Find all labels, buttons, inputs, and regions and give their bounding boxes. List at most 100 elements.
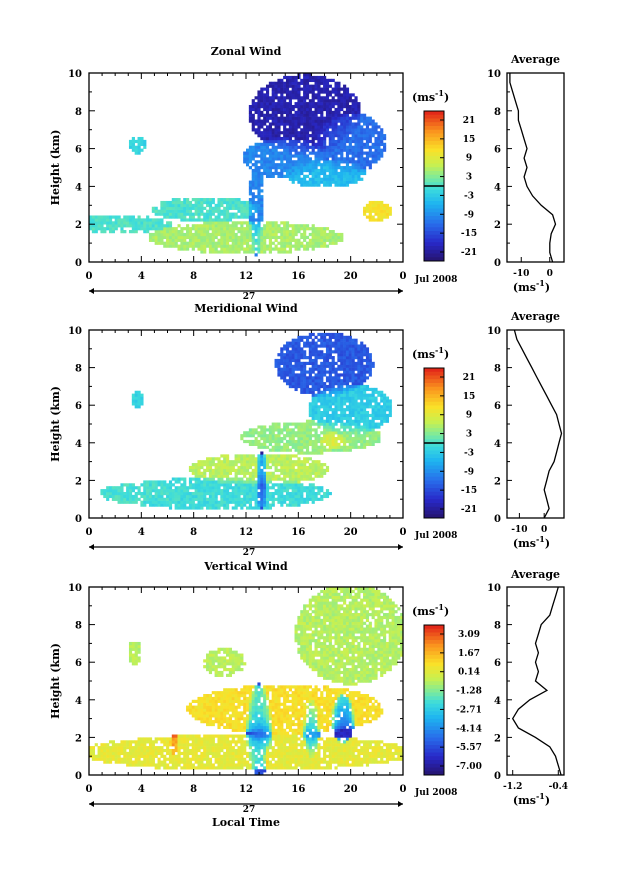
heatmap-cell: [243, 206, 247, 210]
heatmap-cell: [89, 218, 93, 222]
heatmap-cell: [226, 483, 230, 487]
heatmap-cell: [334, 238, 338, 242]
heatmap-cell: [314, 494, 318, 499]
heatmap-cell: [277, 151, 281, 155]
heatmap-cell: [260, 203, 264, 208]
heatmap-cell: [340, 335, 344, 339]
heatmap-cell: [226, 241, 230, 245]
heatmap-cell: [277, 136, 281, 141]
heatmap-cell: [254, 503, 258, 507]
heatmap-cell: [200, 232, 204, 237]
heatmap-cell: [234, 244, 238, 248]
heatmap-cell: [314, 154, 318, 158]
heatmap-cell: [265, 107, 270, 112]
heatmap-cell: [154, 480, 158, 484]
heatmap-cell: [183, 212, 187, 216]
heatmap-cell: [303, 437, 307, 441]
heatmap-cell: [363, 445, 367, 449]
heatmap-cell: [254, 180, 258, 184]
heatmap-cell: [263, 250, 267, 254]
heatmap-cell: [148, 480, 153, 484]
heatmap-cell: [314, 96, 318, 100]
heatmap-cell: [314, 350, 318, 354]
heatmap-cell: [360, 116, 364, 120]
heatmap-cell: [280, 102, 284, 106]
heatmap-cell: [217, 250, 221, 254]
heatmap-cell: [285, 344, 290, 348]
heatmap-cell: [120, 486, 124, 490]
heatmap-cell: [343, 445, 347, 449]
heatmap-cell: [294, 500, 298, 504]
heatmap-cell: [265, 460, 270, 464]
heatmap-cell: [263, 104, 267, 109]
heatmap-cell: [100, 748, 104, 753]
heatmap-cell: [380, 128, 384, 132]
heatmap-cell: [214, 500, 218, 504]
heatmap-cell: [260, 99, 264, 103]
heatmap-cell: [254, 491, 258, 496]
heatmap-cell: [160, 203, 164, 208]
heatmap-cell: [331, 116, 335, 120]
profile-x-label: (ms-1): [513, 278, 550, 294]
heatmap-cell: [254, 457, 258, 461]
heatmap-cell: [194, 503, 198, 507]
heatmap-cell: [188, 503, 193, 507]
heatmap-cell: [331, 382, 335, 386]
heatmap-cell: [180, 491, 184, 496]
heatmap-cell: [117, 500, 121, 504]
heatmap-cell: [363, 405, 367, 409]
heatmap-cell: [163, 241, 167, 245]
heatmap-cell: [383, 145, 387, 149]
heatmap-cell: [217, 230, 221, 234]
heatmap-cell: [265, 90, 270, 94]
heatmap-cell: [291, 104, 295, 109]
heatmap-cell: [291, 486, 295, 490]
heatmap-cell: [277, 468, 281, 473]
heatmap-cell: [246, 163, 250, 167]
heatmap-cell: [334, 125, 338, 129]
heatmap-cell: [294, 78, 298, 83]
heatmap-cell: [231, 480, 235, 484]
heatmap-cell: [311, 463, 315, 467]
heatmap-cell: [331, 364, 335, 368]
heatmap-cell: [334, 422, 338, 426]
heatmap-cell: [206, 480, 210, 484]
heatmap-cell: [89, 224, 93, 228]
heatmap-cell: [280, 250, 284, 254]
heatmap-cell: [257, 142, 261, 146]
heatmap-cell: [345, 131, 350, 135]
heatmap-cell: [234, 454, 238, 458]
heatmap-cell: [246, 203, 250, 208]
heatmap-cell: [331, 396, 335, 400]
heatmap-cell: [374, 160, 378, 164]
heatmap-cell: [345, 145, 350, 149]
heatmap-cell: [283, 168, 287, 173]
heatmap-cell: [331, 119, 335, 123]
heatmap-cell: [354, 145, 358, 149]
x-tick-label: 0: [86, 527, 93, 538]
heatmap-cell: [345, 405, 350, 409]
heatmap-cell: [228, 218, 233, 222]
heatmap-cell: [114, 215, 118, 219]
heatmap-cell: [271, 113, 275, 117]
heatmap-cell: [108, 746, 113, 750]
heatmap-cell: [183, 483, 187, 487]
heatmap-cell: [228, 477, 233, 481]
heatmap-cell: [265, 506, 270, 510]
heatmap-cell: [100, 218, 104, 222]
heatmap-cell: [288, 350, 292, 354]
heatmap-cell: [117, 748, 121, 753]
heatmap-cell: [374, 437, 378, 441]
heatmap-cell: [94, 743, 98, 747]
heatmap-cell: [240, 437, 244, 441]
heatmap-cell: [317, 96, 321, 100]
heatmap-cell: [354, 367, 358, 371]
heatmap-cell: [343, 148, 347, 152]
heatmap-cell: [211, 460, 215, 464]
heatmap-cell: [328, 235, 332, 240]
heatmap-cell: [114, 224, 118, 228]
heatmap-cell: [254, 131, 258, 135]
heatmap-cell: [217, 463, 221, 467]
heatmap-cell: [254, 232, 258, 237]
heatmap-cell: [220, 250, 224, 254]
